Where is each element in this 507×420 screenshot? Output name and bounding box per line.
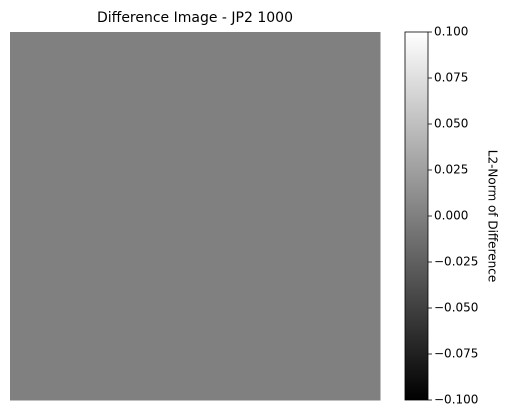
colorbar-tick-label: 0.025: [434, 163, 468, 177]
heatmap-cell: [10, 32, 381, 401]
colorbar-tick-label: −0.075: [434, 347, 478, 361]
colorbar-tick-label: 0.050: [434, 117, 468, 131]
colorbar-tick-label: 0.075: [434, 71, 468, 85]
colorbar-tick-label: −0.050: [434, 301, 478, 315]
colorbar: [404, 31, 429, 401]
colorbar-label: L2-Norm of Difference: [486, 150, 500, 282]
colorbar-tick-label: 0.100: [434, 25, 468, 39]
colorbar-tick-label: −0.025: [434, 255, 478, 269]
chart-title: Difference Image - JP2 1000: [97, 10, 293, 26]
colorbar-tick-label: −0.100: [434, 393, 478, 407]
colorbar-tick-label: 0.000: [434, 209, 468, 223]
